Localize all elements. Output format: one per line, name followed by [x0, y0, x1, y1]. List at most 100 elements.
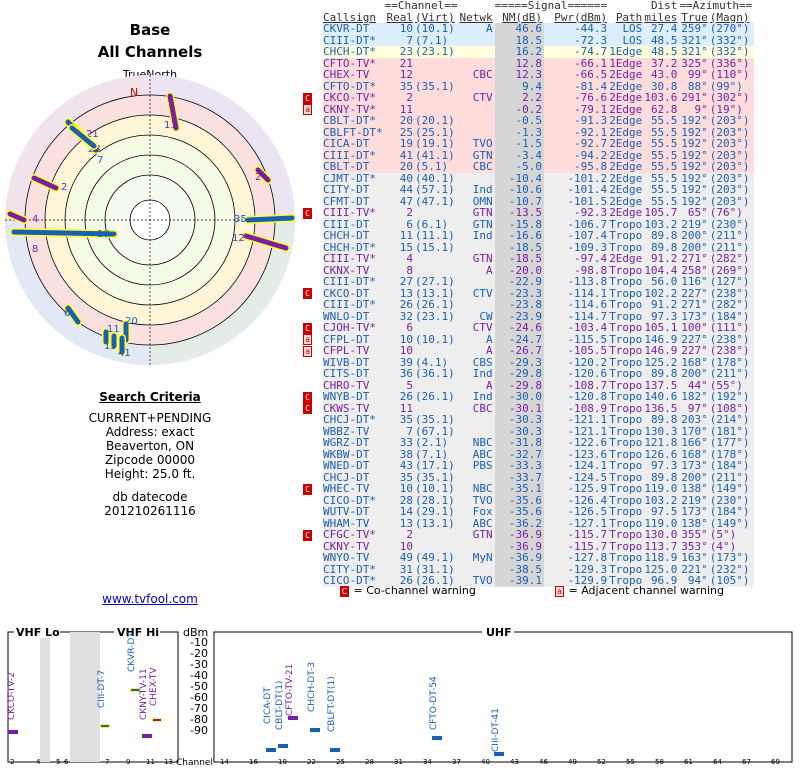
spectrum-station-mark [330, 748, 340, 752]
col-path[interactable]: Path [615, 10, 643, 24]
table-row[interactable]: WUTV-DT 14 (29.1) Fox -35.6 -126.5 Tropo 97.5 17… [303, 506, 755, 518]
table-row[interactable]: C WHEC-TV 10 (10.1) NBC -35.1 -125.9 Tropo 119.0… [303, 483, 755, 495]
table-row[interactable]: CJMT-DT* 40 (40.1) -10.4 -101.2 2Edge 55.5 192°… [303, 172, 755, 184]
power-cell: -121.1 [567, 424, 608, 438]
virtual-channel-cell: (23.1) [414, 45, 455, 58]
table-row[interactable]: CIII-DT* 41 (41.1) GTN -3.4 -94.2 2Edge 55.5 192… [303, 148, 755, 162]
table-row[interactable]: CKNX-TV 8 A -20.0 -98.8 Tropo 104.4 258° (269°) [303, 264, 755, 276]
col-magn[interactable]: (Magn) [709, 10, 750, 24]
distance-cell: 55.5 [650, 148, 678, 162]
x-tick-label: 2 [10, 758, 14, 766]
azimuth-magn-cell: (203°) [709, 125, 750, 139]
table-row[interactable]: CBLFT-DT* 25 (25.1) -1.3 -92.1 2Edge 55.5 192°(… [303, 125, 755, 139]
table-row[interactable]: CBLT-DT 20 (5.1) CBC -5.0 -95.8 2Edge 55.5 192°(… [303, 160, 755, 173]
table-row[interactable]: C CJOH-TV* 6 CTV -24.6 -103.4 Tropo 105.1 100° (1… [303, 322, 755, 334]
table-row[interactable]: CBLT-DT* 20 (20.1) -0.5 -91.3 2Edge 55.5 192° (2… [303, 115, 755, 127]
col-nm[interactable]: NM(dB) [502, 10, 543, 24]
tvfool-link[interactable]: www.tvfool.com [102, 592, 198, 606]
col-true[interactable]: True [681, 10, 708, 24]
table-row[interactable]: a CFPL-DT 10 (10.1) A -24.7 -115.5 Tropo 146.9 22… [303, 332, 755, 346]
table-row[interactable]: CHCH-DT 11 (11.1) Ind -16.6 -107.4 Tropo 89.8 20… [303, 229, 755, 242]
nm-cell: -1.3 [494, 126, 545, 138]
callsign-cell: CHCH-DT* [323, 45, 376, 58]
table-row[interactable]: CFMT-DT 47 (47.1) OMN -10.7 -101.5 2Edge 55.5 19… [303, 195, 755, 207]
power-cell: -129.9 [567, 574, 608, 587]
criteria-line: Height: 25.0 ft. [104, 467, 196, 481]
power-cell: -121.1 [567, 413, 608, 426]
table-row[interactable]: CICO-DT* 28 (28.1) TVO -35.6 -126.4 Tropo 103.2… [303, 493, 755, 507]
callsign-cell: CHCH-DT [323, 229, 370, 242]
table-row[interactable]: WNYO-TV 49 (49.1) MyN -36.9 -127.8 Tropo 118.9 1… [303, 552, 755, 564]
table-row[interactable]: CFTO-DT* 35 (35.1) 9.4 -81.4 2Edge 30.8 88° (99°… [303, 79, 755, 93]
col-callsign[interactable]: Callsign [323, 10, 376, 24]
table-row[interactable]: CITS-DT 36 (36.1) Ind -29.8 -120.6 Tropo 89.8 20… [303, 368, 755, 380]
col-network[interactable]: Netwk [459, 10, 493, 24]
table-row[interactable]: C CFGC-TV* 2 GTN -36.9 -115.7 Tropo 130.0 355° (5… [303, 528, 755, 541]
real-channel-cell: 33 [399, 436, 413, 449]
path-cell: 2Edge [609, 160, 643, 173]
callsign-cell: CIII-DT* [323, 298, 376, 311]
table-row[interactable]: CICO-DT* 26 (26.1) TVO -39.1 -129.9 Tropo 96.9 9… [303, 574, 755, 587]
station-label: 7 [97, 155, 103, 166]
callsign-cell: CHCJ-DT* [323, 413, 376, 426]
table-row[interactable]: WKBW-DT 38 (7.1) ABC -32.7 -123.6 Tropo 126.6 16… [303, 448, 755, 460]
table-column-header: Callsign Real (Virt) Netwk NM(dB) Pwr(dB… [303, 10, 754, 24]
table-row[interactable]: WHAM-TV 13 (13.1) ABC -36.2 -127.1 Tropo 119.0 1… [303, 516, 755, 530]
callsign-cell: WNED-DT [323, 459, 370, 472]
callsign-cell: CICO-DT* [323, 574, 376, 587]
distance-cell: 103.2 [644, 493, 678, 507]
table-row[interactable]: CFTO-TV* 21 12.8 -66.1 1Edge 37.2 325° (336°) [303, 57, 755, 69]
distance-cell: 43.0 [650, 68, 678, 81]
distance-cell: 130.0 [644, 528, 678, 541]
col-virt[interactable]: (Virt) [414, 10, 455, 24]
table-row[interactable]: WGRZ-DT 33 (2.1) NBC -31.8 -122.6 Tropo 121.8 16… [303, 436, 755, 449]
table-row[interactable]: CICA-DT 19 (19.1) TVO -1.5 -92.7 2Edge 55.5 192°… [303, 137, 755, 150]
table-row[interactable]: CHRO-TV 5 A -29.8 -108.7 Tropo 137.5 44° (55°) [303, 379, 755, 391]
vhf-hi-label: VHF Hi [117, 626, 159, 639]
flag-cell [303, 115, 323, 127]
table-row[interactable]: CIII-DT* 26 (26.1) -23.8 -114.6 Tropo 91.2 271°… [303, 298, 755, 311]
table-row[interactable]: C CIII-TV* 2 GTN -13.5 -92.3 2Edge 105.7 65° (76°… [303, 207, 755, 219]
table-row[interactable]: CIII-DT 6 (6.1) GTN -15.8 -106.7 Tropo 103.2 219… [303, 217, 755, 231]
criteria-line: Beaverton, ON [105, 439, 195, 453]
table-row[interactable]: CIII-DT* 7 (7.1) 18.5 -72.3 LOS 48.5 321° (332°) [303, 34, 755, 46]
nm-cell: -31.8 [494, 437, 545, 449]
col-real[interactable]: Real [386, 10, 413, 24]
azimuth-true-cell: 219° [681, 217, 708, 231]
table-row[interactable]: a CKNY-TV* 11 -0.2 -79.1 2Edge 62.8 9° (19°) [303, 103, 755, 115]
table-row[interactable]: CHCH-DT* 23 (23.1) 16.2 -74.7 1Edge 48.5 321° (3… [303, 45, 755, 58]
table-row[interactable]: CHCH-DT* 15 (15.1) -18.5 -109.3 Tropo 89.8 200°… [303, 241, 755, 253]
table-row[interactable]: WIVB-DT 39 (4.1) CBS -29.3 -120.2 Tropo 125.2 16… [303, 356, 755, 368]
table-row[interactable]: CHCJ-DT 35 (35.1) -33.7 -124.5 Tropo 89.8 200°(… [303, 471, 755, 483]
table-row[interactable]: C CKWS-TV 11 CBC -30.1 -108.9 Tropo 136.5 97° (10… [303, 402, 755, 414]
table-row[interactable]: C CKCO-DT 13 (13.1) CTV -23.3 -114.1 Tropo 102.2… [303, 287, 755, 299]
table-row[interactable]: CKVR-DT 10 (10.1) A 46.6 -44.3 LOS 27.4 259° (270… [303, 22, 755, 35]
nm-cell: -29.8 [494, 368, 545, 380]
table-row[interactable]: CITY-DT* 31 (31.1) -38.5 -129.3 Tropo 125.0 221… [303, 562, 755, 576]
table-row[interactable]: WBBZ-TV 7 (67.1) -30.3 -121.1 Tropo 130.3 170°(… [303, 424, 755, 438]
virtual-channel-cell: (10.1) [414, 332, 455, 346]
table-row[interactable]: C CKCO-TV* 2 CTV 2.2 -76.6 2Edge 103.6 291° (302°… [303, 92, 755, 104]
page-title: Base [129, 21, 171, 39]
callsign-cell: WHAM-TV [323, 516, 370, 530]
col-power[interactable]: Pwr(dBm) [554, 10, 608, 24]
distance-cell: 55.5 [650, 183, 678, 196]
table-row[interactable]: WNLO-DT 32 (23.1) CW -23.9 -114.7 Tropo 97.3 173… [303, 310, 755, 322]
col-miles[interactable]: miles [644, 10, 678, 24]
table-row[interactable]: CIII-TV* 4 GTN -18.5 -97.4 2Edge 91.2 271° (282°… [303, 252, 755, 265]
table-row[interactable]: CIII-DT* 27 (27.1) -22.9 -113.8 Tropo 56.0 116°… [303, 276, 755, 288]
table-row[interactable]: a CFPL-TV 10 A -26.7 -105.5 Tropo 146.9 227° (238… [303, 345, 755, 357]
callsign-cell: CIII-TV* [323, 252, 376, 265]
table-row[interactable]: CHCJ-DT* 35 (35.1) -30.3 -121.1 Tropo 89.8 203°… [303, 413, 755, 426]
table-row[interactable]: WNED-DT 43 (17.1) PBS -33.3 -124.1 Tropo 97.3 17… [303, 459, 755, 472]
table-row[interactable]: C WNYB-DT 26 (26.1) Ind -30.0 -120.8 Tropo 140.6… [303, 391, 755, 403]
path-cell: Tropo [609, 562, 643, 576]
callsign-cell: CICA-DT [323, 137, 370, 150]
power-cell: -44.3 [574, 22, 608, 35]
table-row[interactable]: CHEX-TV 12 CBC 12.3 -66.5 2Edge 43.0 99° (110°) [303, 68, 755, 81]
table-row[interactable]: CITY-DT 44 (57.1) Ind -10.6 -101.4 2Edge 55.5 19… [303, 183, 755, 196]
distance-cell: 55.5 [650, 125, 678, 139]
network-cell: TVO [472, 574, 493, 587]
distance-cell: 30.8 [650, 79, 678, 93]
table-row[interactable]: CKNY-TV 10 -36.9 -115.7 Tropo 113.7 353° (4°) [303, 540, 755, 552]
